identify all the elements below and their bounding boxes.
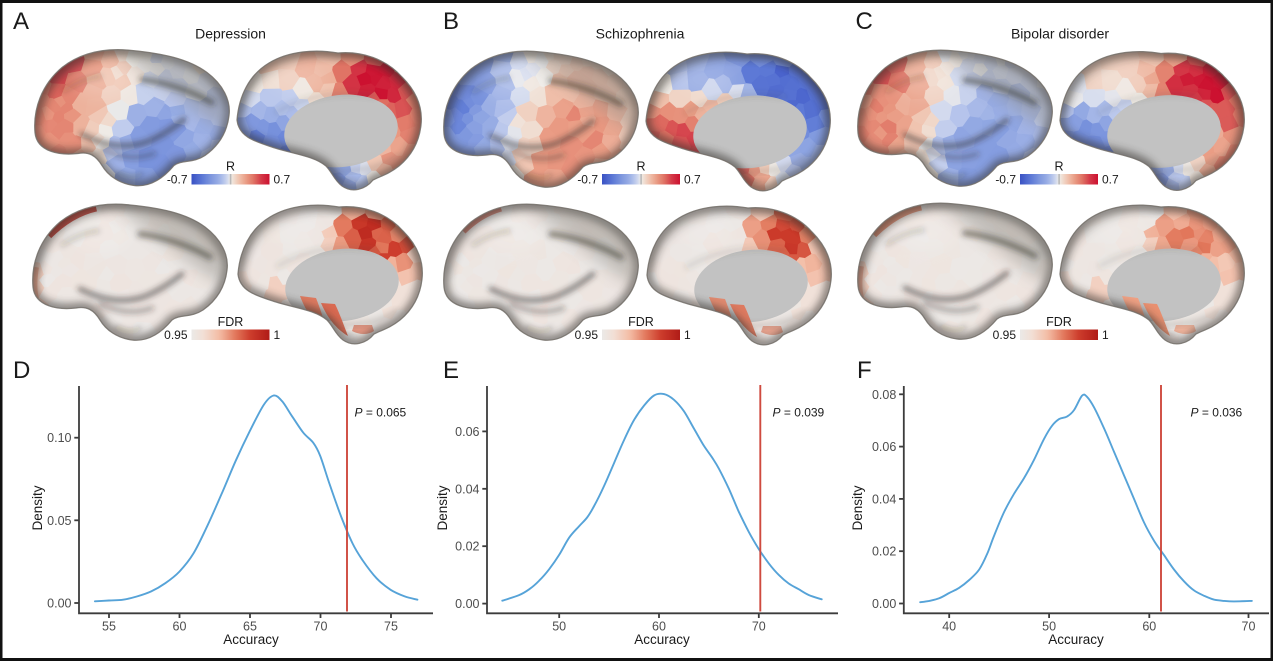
svg-text:Accuracy: Accuracy bbox=[634, 632, 690, 647]
svg-text:B: B bbox=[443, 8, 459, 35]
svg-text:P = 0.065: P = 0.065 bbox=[355, 406, 407, 420]
svg-text:R: R bbox=[636, 160, 645, 174]
svg-text:Schizophrenia: Schizophrenia bbox=[596, 26, 685, 42]
svg-text:0.00: 0.00 bbox=[455, 597, 479, 611]
svg-text:55: 55 bbox=[102, 620, 116, 634]
svg-text:A: A bbox=[13, 8, 29, 35]
svg-text:0.06: 0.06 bbox=[872, 440, 896, 454]
svg-text:Bipolar disorder: Bipolar disorder bbox=[1011, 26, 1109, 42]
svg-text:75: 75 bbox=[384, 620, 398, 634]
svg-text:0.08: 0.08 bbox=[872, 388, 896, 402]
svg-text:1: 1 bbox=[1102, 328, 1109, 342]
svg-text:1: 1 bbox=[274, 328, 281, 342]
svg-text:70: 70 bbox=[314, 620, 328, 634]
svg-text:Density: Density bbox=[30, 485, 45, 530]
svg-text:0.00: 0.00 bbox=[872, 597, 896, 611]
svg-text:60: 60 bbox=[173, 620, 187, 634]
svg-text:R: R bbox=[1054, 160, 1063, 174]
svg-text:P = 0.039: P = 0.039 bbox=[773, 406, 825, 420]
svg-text:70: 70 bbox=[752, 620, 766, 634]
svg-text:Density: Density bbox=[435, 485, 450, 530]
svg-text:0.95: 0.95 bbox=[164, 328, 188, 342]
svg-text:F: F bbox=[857, 357, 872, 384]
svg-text:60: 60 bbox=[1142, 620, 1156, 634]
svg-text:FDR: FDR bbox=[218, 315, 244, 329]
svg-text:0.05: 0.05 bbox=[47, 514, 71, 528]
svg-text:0.7: 0.7 bbox=[1102, 173, 1119, 187]
svg-text:Accuracy: Accuracy bbox=[223, 632, 279, 647]
svg-text:0.00: 0.00 bbox=[47, 597, 71, 611]
svg-text:E: E bbox=[443, 357, 459, 384]
svg-text:-0.7: -0.7 bbox=[577, 173, 598, 187]
svg-text:0.10: 0.10 bbox=[47, 431, 71, 445]
svg-text:P = 0.036: P = 0.036 bbox=[1191, 406, 1243, 420]
svg-text:Accuracy: Accuracy bbox=[1048, 632, 1104, 647]
svg-text:FDR: FDR bbox=[628, 315, 654, 329]
svg-text:0.95: 0.95 bbox=[993, 328, 1017, 342]
svg-text:-0.7: -0.7 bbox=[167, 173, 188, 187]
svg-text:FDR: FDR bbox=[1046, 315, 1072, 329]
svg-text:70: 70 bbox=[1242, 620, 1256, 634]
svg-text:Density: Density bbox=[850, 485, 865, 530]
svg-text:C: C bbox=[856, 8, 873, 35]
svg-text:40: 40 bbox=[942, 620, 956, 634]
svg-text:0.7: 0.7 bbox=[684, 173, 701, 187]
svg-text:0.04: 0.04 bbox=[872, 492, 896, 506]
svg-text:0.95: 0.95 bbox=[575, 328, 599, 342]
svg-text:0.02: 0.02 bbox=[872, 545, 896, 559]
svg-text:Depression: Depression bbox=[195, 26, 266, 42]
svg-text:0.04: 0.04 bbox=[455, 482, 479, 496]
svg-text:50: 50 bbox=[552, 620, 566, 634]
svg-text:1: 1 bbox=[684, 328, 691, 342]
svg-text:D: D bbox=[13, 357, 30, 384]
svg-text:0.7: 0.7 bbox=[274, 173, 291, 187]
svg-text:R: R bbox=[226, 160, 235, 174]
svg-text:-0.7: -0.7 bbox=[995, 173, 1016, 187]
svg-text:0.06: 0.06 bbox=[455, 425, 479, 439]
svg-text:0.02: 0.02 bbox=[455, 540, 479, 554]
